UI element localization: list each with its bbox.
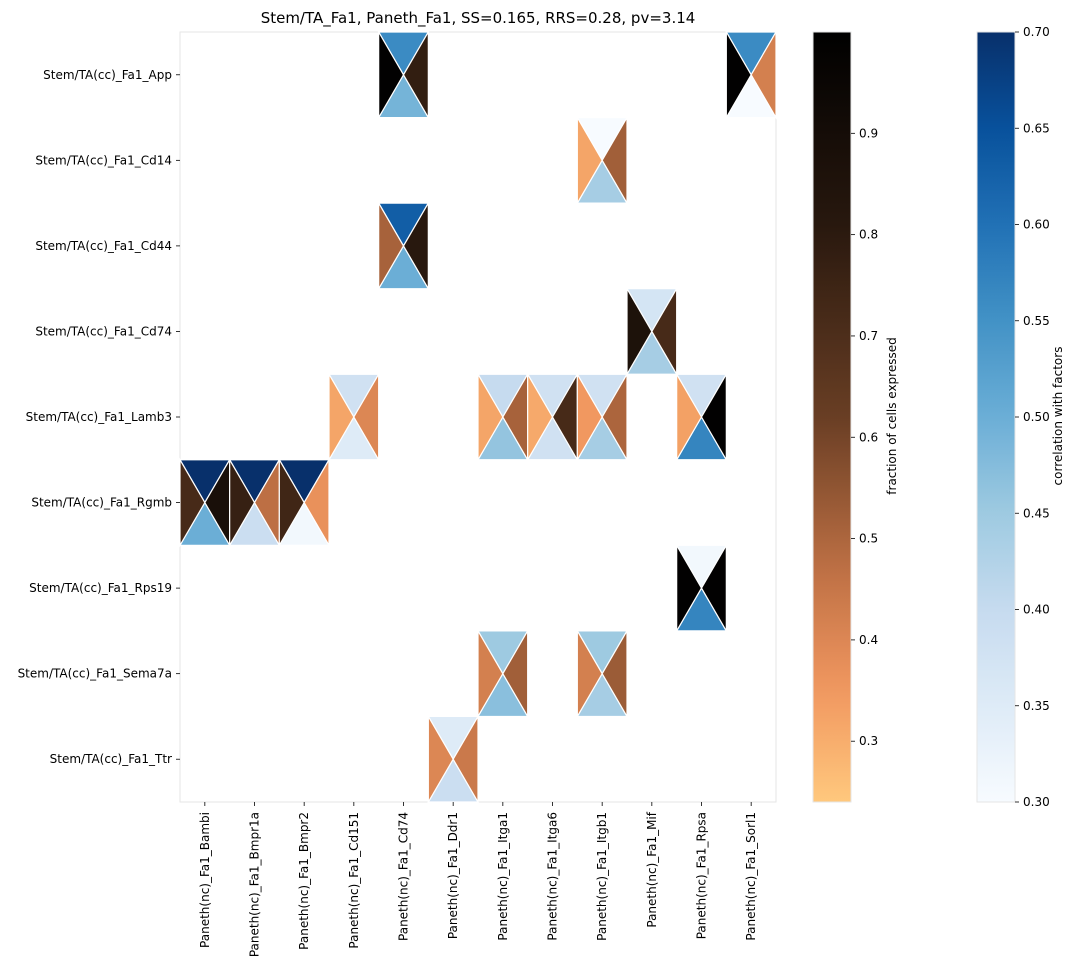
colorbar-gradient bbox=[812, 31, 852, 803]
cell-left-fraction bbox=[378, 200, 405, 291]
cell-right-fraction bbox=[402, 29, 429, 120]
cell-left-fraction bbox=[527, 371, 554, 463]
x-axis-ticks: Paneth(nc)_Fa1_Bambi Paneth(nc)_Fa1_Bmpr1… bbox=[198, 802, 758, 957]
cell-left-fraction bbox=[328, 371, 355, 463]
cell-right-fraction bbox=[601, 371, 628, 463]
colorbar-fraction: fraction of cells expressed 0.3 0.4 0.5 0.6… bbox=[812, 31, 899, 803]
colorbar-tick-label: 0.9 bbox=[859, 126, 878, 140]
cell-right-fraction bbox=[700, 543, 727, 634]
x-tick-label: Paneth(nc)_Fa1_Cd74 bbox=[397, 812, 411, 941]
colorbar-tick-label: 0.70 bbox=[1023, 25, 1050, 39]
cell-left-fraction bbox=[576, 115, 603, 206]
x-tick-label: Paneth(nc)_Fa1_Sorl1 bbox=[744, 812, 758, 941]
colorbar-tick-label: 0.45 bbox=[1023, 506, 1050, 520]
heatmap-cell bbox=[576, 371, 629, 463]
colorbar-tick-label: 0.7 bbox=[859, 329, 878, 343]
heatmap-cell bbox=[427, 714, 480, 805]
colorbar-tick-label: 0.5 bbox=[859, 532, 878, 546]
x-tick-label: Paneth(nc)_Fa1_Bambi bbox=[198, 812, 212, 948]
cell-right-fraction bbox=[353, 371, 380, 463]
y-tick-label: Stem/TA(cc)_Fa1_Ttr bbox=[50, 752, 172, 766]
heatmap-cell bbox=[675, 371, 728, 463]
y-tick-label: Stem/TA(cc)_Fa1_App bbox=[43, 68, 172, 82]
colorbar-fraction-label: fraction of cells expressed bbox=[885, 337, 899, 494]
x-tick-label: Paneth(nc)_Fa1_Mif bbox=[645, 811, 659, 927]
heatmap-cell bbox=[576, 115, 629, 206]
cell-right-fraction bbox=[700, 371, 727, 463]
y-axis-ticks: Stem/TA(cc)_Fa1_App Stem/TA(cc)_Fa1_Cd14 S… bbox=[18, 68, 180, 766]
colorbar-correlation-label: correlation with factors bbox=[1051, 347, 1065, 486]
cell-left-fraction bbox=[477, 371, 504, 463]
colorbar-tick-label: 0.8 bbox=[859, 228, 878, 242]
heatmap-cell bbox=[625, 286, 678, 377]
y-tick-label: Stem/TA(cc)_Fa1_Cd44 bbox=[35, 239, 172, 253]
colorbar-tick-label: 0.4 bbox=[859, 633, 878, 647]
colorbar-tick-label: 0.55 bbox=[1023, 314, 1050, 328]
heatmap-cell bbox=[178, 457, 231, 548]
heatmap-cell bbox=[725, 29, 778, 120]
y-tick-label: Stem/TA(cc)_Fa1_Rgmb bbox=[31, 496, 172, 510]
cell-right-fraction bbox=[402, 200, 429, 291]
cell-right-fraction bbox=[601, 115, 628, 206]
colorbar-tick-label: 0.60 bbox=[1023, 218, 1050, 232]
x-tick-label: Paneth(nc)_Fa1_Ddr1 bbox=[446, 812, 460, 939]
heatmap-cell bbox=[576, 628, 629, 719]
y-tick-label: Stem/TA(cc)_Fa1_Cd74 bbox=[35, 324, 172, 338]
heatmap-cell bbox=[228, 457, 281, 548]
cell-left-fraction bbox=[626, 286, 653, 377]
heatmap-cell bbox=[278, 457, 331, 548]
heatmap-cell bbox=[526, 371, 579, 463]
x-tick-label: Paneth(nc)_Fa1_Bmpr2 bbox=[297, 812, 311, 950]
cell-left-fraction bbox=[427, 714, 454, 805]
colorbar-tick-label: 0.30 bbox=[1023, 795, 1050, 809]
cell-right-fraction bbox=[303, 457, 330, 548]
cell-left-fraction bbox=[378, 29, 405, 120]
cell-right-fraction bbox=[651, 286, 678, 377]
cell-right-fraction bbox=[502, 628, 529, 719]
cell-left-fraction bbox=[725, 29, 752, 120]
y-tick-label: Stem/TA(cc)_Fa1_Sema7a bbox=[18, 667, 172, 681]
cell-left-fraction bbox=[477, 628, 504, 719]
heatmap-cell bbox=[476, 628, 529, 719]
colorbar-tick-label: 0.40 bbox=[1023, 603, 1050, 617]
y-tick-label: Stem/TA(cc)_Fa1_Lamb3 bbox=[26, 410, 172, 424]
x-tick-label: Paneth(nc)_Fa1_Cd151 bbox=[347, 812, 361, 949]
chart-title: Stem/TA_Fa1, Paneth_Fa1, SS=0.165, RRS=0… bbox=[261, 9, 696, 28]
cell-left-fraction bbox=[278, 457, 305, 548]
cell-left-fraction bbox=[676, 371, 703, 463]
cell-right-fraction bbox=[601, 628, 628, 719]
colorbar-correlation: correlation with factors 0.30 0.35 0.40 0.4… bbox=[976, 25, 1065, 809]
heatmap-cell bbox=[377, 200, 430, 291]
heatmap-cell bbox=[476, 371, 529, 463]
y-tick-label: Stem/TA(cc)_Fa1_Cd14 bbox=[35, 153, 172, 167]
heatmap-cells bbox=[178, 29, 778, 805]
colorbar-tick-label: 0.6 bbox=[859, 430, 878, 444]
colorbar-tick-label: 0.3 bbox=[859, 734, 878, 748]
x-tick-label: Paneth(nc)_Fa1_Itga6 bbox=[546, 812, 560, 941]
x-tick-label: Paneth(nc)_Fa1_Bmpr1a bbox=[248, 812, 262, 957]
colorbar-tick-label: 0.65 bbox=[1023, 121, 1050, 135]
cell-left-fraction bbox=[676, 543, 703, 634]
x-tick-label: Paneth(nc)_Fa1_Itgb1 bbox=[595, 812, 609, 941]
y-tick-label: Stem/TA(cc)_Fa1_Rps19 bbox=[29, 581, 172, 595]
heatmap-cell bbox=[327, 371, 380, 463]
colorbar-tick-label: 0.50 bbox=[1023, 410, 1050, 424]
cell-left-fraction bbox=[229, 457, 256, 548]
cell-right-fraction bbox=[750, 29, 777, 120]
colorbar-gradient bbox=[976, 31, 1016, 803]
x-tick-label: Paneth(nc)_Fa1_Rpsa bbox=[695, 812, 709, 939]
x-tick-label: Paneth(nc)_Fa1_Itga1 bbox=[496, 812, 510, 941]
cell-left-fraction bbox=[576, 628, 603, 719]
heatmap-cell bbox=[377, 29, 430, 120]
heatmap-cell bbox=[675, 543, 728, 634]
cell-right-fraction bbox=[452, 714, 479, 805]
cell-left-fraction bbox=[576, 371, 603, 463]
colorbar-tick-label: 0.35 bbox=[1023, 699, 1050, 713]
